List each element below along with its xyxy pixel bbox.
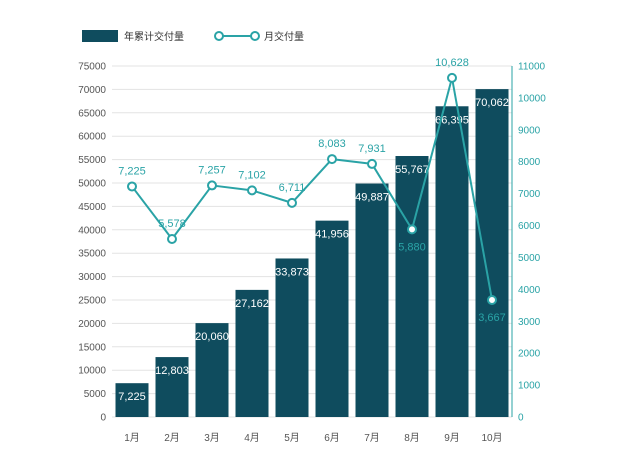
- right-axis-tick-label: 11000: [518, 62, 546, 73]
- bar-value-label: 55,767: [395, 164, 429, 176]
- bar-value-label: 41,956: [315, 229, 349, 241]
- legend-line-marker: [250, 31, 260, 41]
- right-axis-tick-label: 1000: [518, 381, 541, 392]
- left-axis-tick-label: 55000: [78, 155, 106, 166]
- left-axis-tick-label: 15000: [78, 342, 106, 353]
- x-axis-tick-label: 6月: [324, 432, 340, 444]
- line-value-label: 7,225: [118, 165, 146, 177]
- line-value-label: 7,931: [358, 143, 386, 155]
- right-axis: 0 1000 2000 3000 4000 5000 6000 7000 8000 9000 100…: [511, 62, 546, 424]
- right-axis-tick-label: 2000: [518, 349, 541, 360]
- bar: [195, 323, 229, 417]
- line-point: [367, 158, 377, 169]
- bar-value-labels: 7,225 12,803 20,060 27,162 33,873 41,956 49,88…: [118, 97, 509, 403]
- line-point: [407, 224, 417, 235]
- line-point: [247, 185, 257, 196]
- line-value-label: 5,880: [398, 241, 426, 253]
- line-point: [487, 294, 497, 305]
- left-axis-tick-label: 5000: [84, 389, 107, 400]
- x-axis-tick-label: 4月: [244, 432, 260, 444]
- legend: 年累计交付量 月交付量: [82, 30, 304, 43]
- x-axis-tick-label: 8月: [404, 432, 420, 444]
- bar: [115, 383, 149, 417]
- line-value-label: 5,578: [158, 218, 186, 230]
- x-axis-tick-label: 2月: [164, 432, 180, 444]
- bar-value-label: 12,803: [155, 365, 189, 377]
- left-axis-tick-label: 65000: [78, 108, 106, 119]
- legend-line-marker: [214, 31, 224, 41]
- left-axis: 0 5000 10000 15000 20000 25000 30000 35000 40000…: [78, 62, 106, 424]
- line-point: [167, 234, 177, 245]
- line-value-label: 6,711: [279, 182, 306, 194]
- bar-value-label: 33,873: [275, 266, 309, 278]
- left-axis-tick-label: 75000: [78, 62, 106, 73]
- bar: [315, 220, 349, 417]
- x-axis-tick-label: 7月: [364, 432, 380, 444]
- bar: [155, 357, 189, 417]
- bar-value-label: 20,060: [195, 331, 229, 343]
- bar: [435, 106, 469, 418]
- left-axis-tick-label: 40000: [78, 225, 106, 236]
- x-axis-tick-label: 5月: [284, 432, 300, 444]
- left-axis-tick-label: 60000: [78, 132, 106, 143]
- right-axis-tick-label: 6000: [518, 221, 541, 232]
- bar-value-label: 49,887: [355, 192, 389, 204]
- bar: [395, 156, 429, 417]
- line-value-label: 10,628: [435, 57, 469, 69]
- left-axis-tick-label: 30000: [78, 272, 106, 283]
- bar: [475, 89, 509, 418]
- right-axis-tick-label: 4000: [518, 285, 541, 296]
- line-point: [127, 181, 137, 192]
- legend-line-label: 月交付量: [264, 30, 304, 43]
- line-point: [327, 154, 337, 165]
- legend-bar-swatch: [82, 30, 118, 42]
- line-value-label: 7,257: [198, 164, 226, 176]
- left-axis-tick-label: 50000: [78, 179, 106, 190]
- right-axis-tick-label: 5000: [518, 253, 541, 264]
- x-axis-tick-label: 3月: [204, 432, 220, 444]
- legend-bar-label: 年累计交付量: [124, 30, 184, 43]
- bar-value-label: 27,162: [235, 298, 269, 310]
- line-value-label: 7,102: [238, 169, 266, 181]
- line-value-label: 3,667: [478, 312, 506, 324]
- bar: [355, 183, 389, 417]
- bar-value-label: 70,062: [475, 97, 509, 109]
- right-axis-tick-label: 7000: [518, 189, 541, 200]
- right-axis-tick-label: 9000: [518, 125, 541, 136]
- left-axis-tick-label: 0: [100, 413, 106, 424]
- line-value-labels: 7,225 5,578 7,257 7,102 6,711 8,083 7,931 5,880…: [118, 57, 506, 324]
- left-axis-tick-label: 35000: [78, 249, 106, 260]
- x-axis-tick-label: 9月: [444, 432, 460, 444]
- monthly-line: [131, 76, 493, 301]
- line-point: [207, 180, 217, 191]
- right-axis-tick-label: 3000: [518, 317, 541, 328]
- line-value-label: 8,083: [318, 138, 346, 150]
- bar: [275, 258, 309, 417]
- left-axis-tick-label: 10000: [78, 366, 106, 377]
- left-axis-tick-label: 45000: [78, 202, 106, 213]
- line-point: [287, 197, 297, 208]
- line-series: [127, 72, 497, 305]
- right-axis-tick-label: 0: [518, 413, 524, 424]
- bar-series: [115, 89, 509, 418]
- x-axis: 1月 2月 3月 4月 5月 6月 7月 8月 9月 10月: [124, 432, 502, 444]
- right-axis-tick-label: 10000: [518, 93, 546, 104]
- bar-value-label: 7,225: [118, 391, 146, 403]
- x-axis-tick-label: 1月: [124, 432, 140, 444]
- left-axis-tick-label: 70000: [78, 85, 106, 96]
- left-axis-tick-label: 20000: [78, 319, 106, 330]
- left-axis-tick-label: 25000: [78, 296, 106, 307]
- right-axis-tick-label: 8000: [518, 157, 541, 168]
- bar: [235, 289, 269, 417]
- x-axis-tick-label: 10月: [481, 432, 502, 444]
- line-point: [447, 72, 457, 83]
